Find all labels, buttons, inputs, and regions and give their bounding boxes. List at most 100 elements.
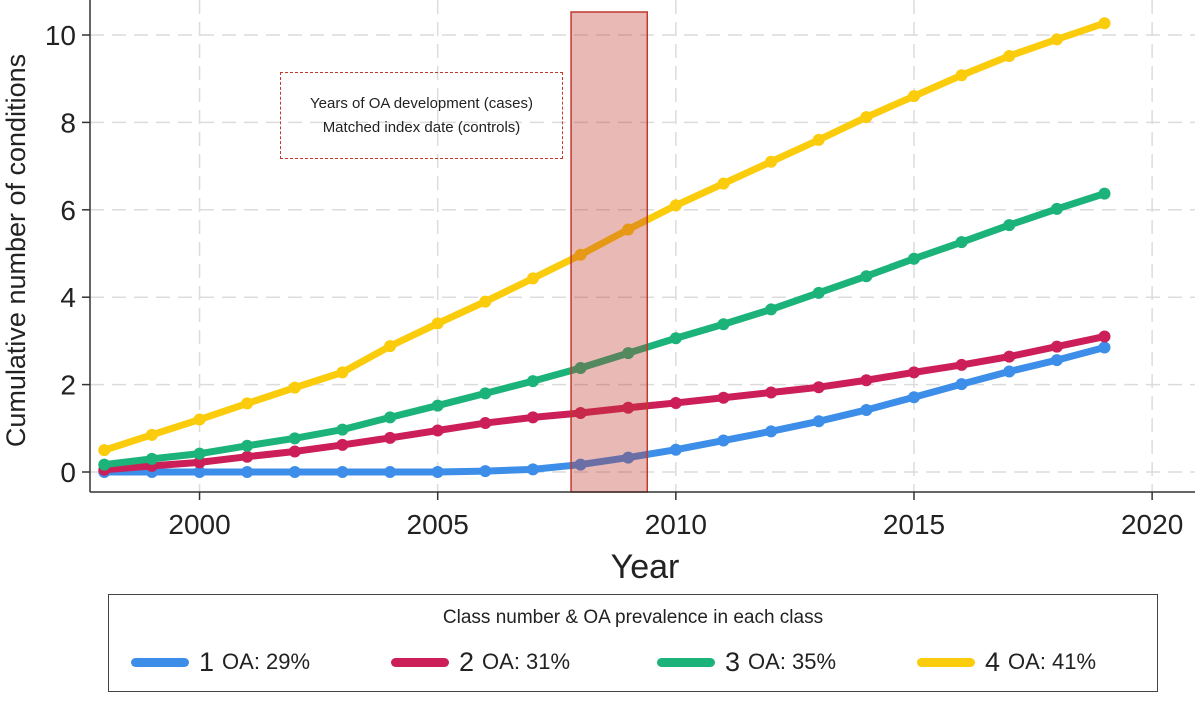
data-point-class-1 xyxy=(241,466,254,478)
data-point-class-1 xyxy=(1050,354,1063,367)
data-point-class-1 xyxy=(955,378,968,391)
data-point-class-4 xyxy=(907,90,920,103)
data-point-class-3 xyxy=(1098,187,1111,200)
data-point-class-4 xyxy=(145,428,158,441)
data-point-class-3 xyxy=(574,361,587,374)
data-point-class-4 xyxy=(860,111,873,124)
data-point-class-3 xyxy=(955,236,968,249)
data-point-class-2 xyxy=(479,417,492,430)
data-point-class-2 xyxy=(1050,340,1063,353)
series-line-class-2 xyxy=(100,333,1109,474)
data-point-class-1 xyxy=(812,415,825,428)
data-point-class-3 xyxy=(1003,219,1016,232)
data-point-class-2 xyxy=(669,396,682,409)
data-point-class-2 xyxy=(622,401,635,414)
data-point-class-4 xyxy=(526,272,539,285)
oa-development-band xyxy=(570,11,649,493)
legend-label: OA: 31% xyxy=(482,649,571,674)
data-point-class-1 xyxy=(907,391,920,404)
data-point-class-3 xyxy=(860,270,873,283)
data-point-class-1 xyxy=(193,466,206,478)
x-axis-label: Year xyxy=(610,548,680,586)
data-point-class-4 xyxy=(384,340,397,353)
data-point-class-2 xyxy=(193,456,206,469)
data-point-class-1 xyxy=(717,434,730,447)
data-point-class-4 xyxy=(812,133,825,146)
data-point-class-1 xyxy=(669,443,682,456)
series-group xyxy=(98,17,1111,478)
plot-background xyxy=(90,0,1195,492)
x-tick-label: 2020 xyxy=(1121,509,1183,540)
data-point-class-1 xyxy=(765,425,778,438)
data-point-class-3 xyxy=(241,439,254,452)
data-point-class-1 xyxy=(384,466,397,478)
y-tick-label: 0 xyxy=(60,457,76,488)
data-point-class-4 xyxy=(241,397,254,410)
series-line-class-3 xyxy=(100,190,1109,469)
axes: 0 2 4 6 8 10 2000 2005 2010 2015 2020 xyxy=(45,0,1195,540)
legend-class-number: 1 xyxy=(199,646,215,677)
data-point-class-3 xyxy=(1050,202,1063,215)
data-point-class-4 xyxy=(574,248,587,261)
legend-class-number: 2 xyxy=(459,646,475,677)
data-point-class-4 xyxy=(431,317,444,330)
data-point-class-1 xyxy=(1003,365,1016,378)
data-point-class-3 xyxy=(431,399,444,412)
data-point-class-4 xyxy=(717,177,730,190)
legend-label: OA: 41% xyxy=(1008,649,1097,674)
data-point-class-2 xyxy=(1098,330,1111,343)
grid-lines xyxy=(90,0,1195,492)
data-point-class-4 xyxy=(765,155,778,168)
data-point-class-3 xyxy=(717,318,730,331)
y-tick-label: 6 xyxy=(60,195,76,226)
legend-swatch-2 xyxy=(391,657,449,667)
data-point-class-4 xyxy=(98,444,111,457)
data-point-class-3 xyxy=(669,332,682,345)
data-point-class-3 xyxy=(907,252,920,265)
data-point-class-1 xyxy=(574,458,587,471)
y-tick-label: 8 xyxy=(60,107,76,138)
data-point-class-4 xyxy=(193,413,206,426)
legend-label: OA: 35% xyxy=(748,649,837,674)
legend: Class number & OA prevalence in each cla… xyxy=(108,594,1158,692)
legend-item-class-4: 4 OA: 41% xyxy=(917,645,1096,679)
data-point-class-2 xyxy=(384,431,397,444)
legend-item-class-3: 3 OA: 35% xyxy=(657,645,836,679)
x-tick-label: 2015 xyxy=(883,509,945,540)
y-tick-label: 10 xyxy=(45,20,76,51)
annotation-line-2: Matched index date (controls) xyxy=(322,118,521,136)
data-point-class-2 xyxy=(431,424,444,437)
y-tick-label: 4 xyxy=(60,282,76,313)
data-point-class-1 xyxy=(1098,341,1111,354)
data-point-class-3 xyxy=(98,458,111,471)
data-point-class-3 xyxy=(384,411,397,424)
annotation-line-1: Years of OA development (cases) xyxy=(310,94,533,112)
data-point-class-3 xyxy=(765,303,778,316)
legend-class-number: 4 xyxy=(985,646,1001,677)
data-point-class-3 xyxy=(336,423,349,436)
data-point-class-4 xyxy=(288,381,301,394)
data-point-class-4 xyxy=(622,223,635,236)
data-point-class-1 xyxy=(526,463,539,476)
data-point-class-1 xyxy=(431,466,444,478)
data-point-class-3 xyxy=(622,347,635,360)
data-point-class-1 xyxy=(479,465,492,478)
legend-title: Class number & OA prevalence in each cla… xyxy=(442,607,824,628)
annotation-box: Years of OA development (cases) Matched … xyxy=(280,72,563,159)
data-point-class-2 xyxy=(812,381,825,394)
y-axis-label-text: Cumulative number of conditions xyxy=(1,53,32,447)
data-point-class-2 xyxy=(574,407,587,420)
data-point-class-3 xyxy=(526,375,539,388)
legend-item-class-1: 1 OA: 29% xyxy=(131,645,310,679)
data-point-class-3 xyxy=(193,447,206,460)
x-tick-label: 2005 xyxy=(407,509,469,540)
series-line-class-4 xyxy=(100,19,1109,454)
data-point-class-1 xyxy=(622,451,635,464)
data-point-class-4 xyxy=(1098,17,1111,30)
data-point-class-2 xyxy=(288,445,301,458)
data-point-class-4 xyxy=(479,295,492,308)
data-point-class-2 xyxy=(336,438,349,451)
series-line-class-1 xyxy=(100,343,1109,476)
data-point-class-3 xyxy=(812,286,825,299)
x-tick-label: 2000 xyxy=(168,509,230,540)
